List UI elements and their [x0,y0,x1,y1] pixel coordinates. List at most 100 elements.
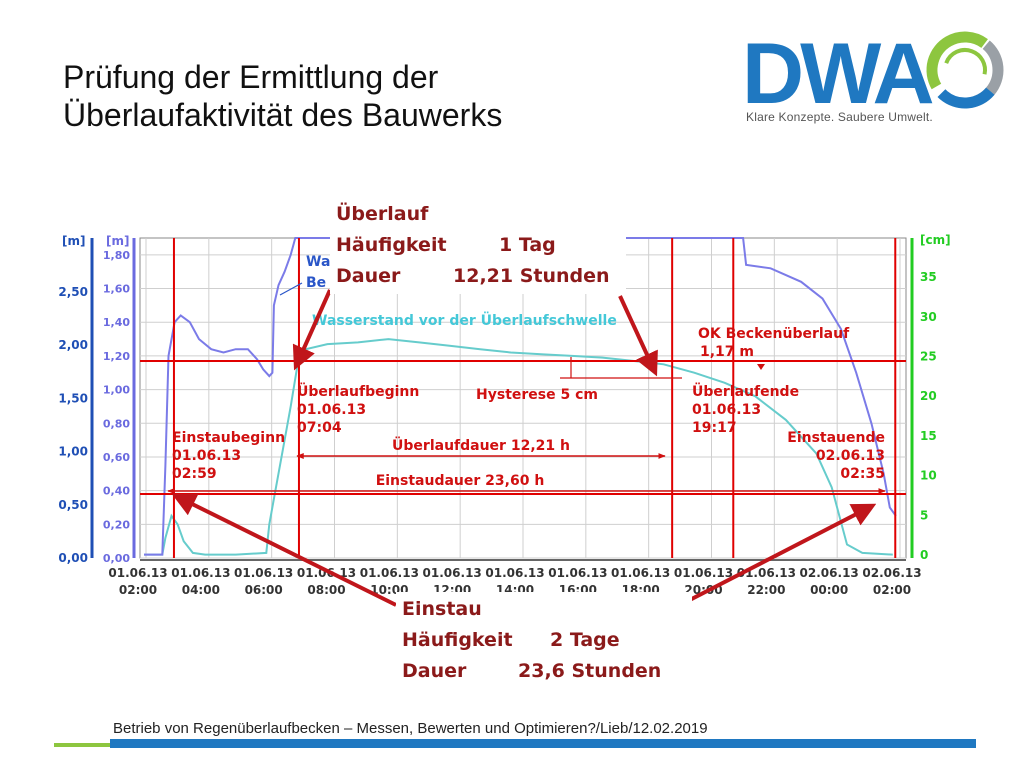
threshold-marker-icon [757,364,765,370]
series-line-1 [144,338,893,556]
series-layer [144,237,897,556]
ueberlaufbeginn-date: 01.06.13 [297,402,366,418]
einstauende-label: Einstauende [787,430,885,446]
left-inner-tick-label: 1,60 [103,283,130,296]
arrow-to-ueberlaufbeginn [292,289,332,371]
callout-arrows [171,289,877,607]
footer-green-bar [54,743,110,747]
right-axis: [cm] 0 5 10 15 20 25 30 35 [910,233,951,562]
einstaubeginn-date: 01.06.13 [172,448,241,464]
arrow-to-einstauende [679,503,877,607]
einstaubeginn-label: Einstaubeginn [172,430,285,446]
overflow-dur-label: Dauer [336,265,401,287]
x-tick-date: 01.06.13 [548,566,607,580]
x-tick-time: 08:00 [307,583,345,597]
right-tick-label: 35 [920,270,937,284]
right-tick-label: 25 [920,350,937,364]
x-tick-time: 04:00 [182,583,220,597]
x-tick-date: 01.06.13 [108,566,167,580]
left-inner-axis: [m] 0,00 0,20 0,40 0,60 0,80 1,00 1,20 1,40 1,60 1… [103,234,136,565]
x-tick-time: 06:00 [245,583,283,597]
left-inner-tick-label: 1,80 [103,249,130,262]
legend-fragment-be: Be [306,275,326,291]
ok-beckenueberlauf-label: OK Beckenüberlauf [698,326,850,342]
hysterese-label: Hysterese 5 cm [476,387,598,403]
overflow-freq-label: Häufigkeit [336,234,447,256]
left-outer-tick-label: 0,00 [58,551,88,565]
x-tick-date: 01.06.13 [171,566,230,580]
logo-text: DWA [742,26,933,122]
arrow-to-einstaubeginn [171,493,397,607]
overflow-dur-value: 12,21 Stunden [453,265,610,287]
title-line-1: Prüfung der Ermittlung der [63,59,439,95]
left-inner-tick-label: 0,40 [103,485,130,498]
logo-tagline: Klare Konzepte. Saubere Umwelt. [746,110,933,124]
arrow-to-ueberlaufende [618,295,658,377]
right-unit: [cm] [920,233,951,247]
ueberlaufende-label: Überlaufende [692,382,799,400]
left-outer-tick-label: 0,50 [58,498,88,512]
footer-blue-bar [110,739,976,748]
x-tick-date: 01.06.13 [611,566,670,580]
legend-fragment-wa: Wa [306,254,330,270]
ueberlaufende-date: 01.06.13 [692,402,761,418]
left-inner-tick-label: 1,00 [103,384,130,397]
impoundment-dur-value: 23,6 Stunden [518,660,662,682]
x-tick-date: 01.06.13 [297,566,356,580]
ueberlaufbeginn-label: Überlaufbeginn [297,382,419,400]
impoundment-freq-label: Häufigkeit [402,629,513,651]
x-tick-date: 01.06.13 [674,566,733,580]
einstauende-date: 02.06.13 [816,448,885,464]
x-tick-date: 01.06.13 [423,566,482,580]
right-tick-label: 30 [920,310,937,324]
left-inner-tick-label: 0,00 [103,552,130,565]
reference-lines [140,238,906,558]
dwa-logo: DWA [742,26,1004,122]
right-tick-label: 15 [920,429,937,443]
left-inner-tick-label: 0,80 [103,417,130,430]
left-outer-tick-label: 1,50 [58,391,88,405]
left-outer-tick-label: 1,00 [58,445,88,459]
einstaubeginn-time: 02:59 [172,466,217,482]
x-tick-date: 01.06.13 [360,566,419,580]
chart-annotations: Einstaubeginn 01.06.13 02:59 Überlaufbeginn… [167,254,886,494]
left-outer-axis: [m] 0,00 0,50 1,00 1,50 2,00 2,50 [58,234,94,565]
right-tick-label: 5 [920,508,928,522]
x-tick-date: 02.06.13 [862,566,921,580]
impoundment-title: Einstau [402,598,482,620]
impoundment-dur-label: Dauer [402,660,467,682]
x-tick-time: 02:00 [873,583,911,597]
right-tick-label: 20 [920,389,937,403]
x-tick-time: 00:00 [810,583,848,597]
overflow-callout: Überlauf Häufigkeit 1 Tag Dauer 12,21 Stun… [330,197,626,294]
ueberlaufdauer-label: Überlaufdauer 12,21 h [392,436,570,454]
x-tick-date: 02.06.13 [800,566,859,580]
ueberlaufende-time: 19:17 [692,420,737,436]
x-tick-date: 01.06.13 [485,566,544,580]
ok-beckenueberlauf-value: 1,17 m [700,344,754,360]
left-outer-tick-label: 2,00 [58,338,88,352]
left-inner-unit: [m] [106,234,129,248]
x-tick-date: 01.06.13 [234,566,293,580]
footer-text: Betrieb von Regenüberlaufbecken – Messen… [113,720,708,737]
left-inner-tick-label: 1,20 [103,350,130,363]
impoundment-callout: Einstau Häufigkeit 2 Tage Dauer 23,6 Stund… [396,592,692,689]
legend-pointer [279,282,303,296]
x-tick-time: 22:00 [747,583,785,597]
left-inner-tick-label: 0,60 [103,451,130,464]
left-inner-tick-label: 0,20 [103,518,130,531]
impoundment-freq-value: 2 Tage [550,629,620,651]
right-tick-label: 10 [920,469,937,483]
einstaudauer-label: Einstaudauer 23,60 h [376,473,545,489]
einstauende-time: 02:35 [840,466,885,482]
title-line-2: Überlaufaktivität des Bauwerks [63,97,503,133]
overflow-freq-value: 1 Tag [499,234,556,256]
right-tick-label: 0 [920,548,928,562]
left-outer-unit: [m] [62,234,85,248]
series-label-wasserstand: Wasserstand vor der Überlaufschwelle [312,311,617,329]
slide-title: Prüfung der Ermittlung der Überlaufaktiv… [63,58,502,134]
series-line-2 [144,237,897,556]
left-inner-tick-label: 1,40 [103,316,130,329]
ueberlaufbeginn-time: 07:04 [297,420,342,436]
overflow-title: Überlauf [336,203,429,225]
